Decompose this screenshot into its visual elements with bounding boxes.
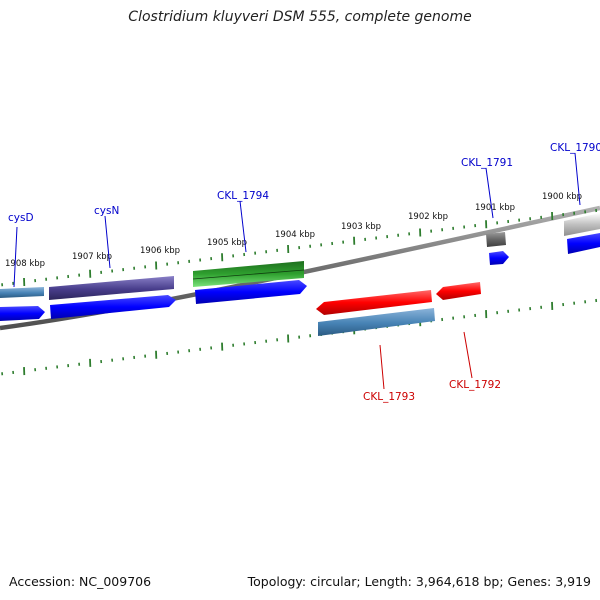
- label-CKL_1790: CKL_1790: [550, 142, 600, 154]
- label-leaders: [13, 152, 581, 390]
- map-title: Clostridium kluyveri DSM 555, complete g…: [128, 9, 472, 25]
- gene-cysN[interactable]: [49, 276, 174, 300]
- label-cysD: cysD: [8, 212, 34, 224]
- ruler-label-1904: 1904 kbp: [275, 230, 315, 240]
- label-CKL_1792: CKL_1792: [449, 379, 501, 391]
- ruler-label-1905: 1905 kbp: [207, 238, 247, 248]
- gene-labels: cysD cysN CKL_1794 CKL_1791 CKL_1790 CKL…: [8, 142, 600, 403]
- ruler-label-1900: 1900 kbp: [542, 192, 582, 202]
- accession-label: Accession: NC_009706: [9, 574, 152, 589]
- label-CKL_1793: CKL_1793: [363, 391, 415, 403]
- ruler-labels: 1908 kbp 1907 kbp 1906 kbp 1905 kbp 1904…: [5, 192, 582, 269]
- ruler-outer: [1, 208, 598, 287]
- gene-CKL_1793[interactable]: [316, 290, 435, 336]
- cds-CKL_1791[interactable]: [489, 251, 509, 265]
- gene-CKL_1792[interactable]: [436, 282, 481, 300]
- label-cysN: cysN: [94, 205, 119, 217]
- genome-summary: Topology: circular; Length: 3,964,618 bp…: [247, 574, 591, 589]
- gene-cysD[interactable]: [0, 287, 44, 298]
- gene-CKL_1794[interactable]: [192, 261, 305, 287]
- cds-CKL_1794[interactable]: [195, 280, 307, 304]
- ruler-label-1907: 1907 kbp: [72, 252, 112, 262]
- ruler-label-1902: 1902 kbp: [408, 212, 448, 222]
- ruler-label-1908: 1908 kbp: [5, 259, 45, 269]
- ruler-label-1906: 1906 kbp: [140, 246, 180, 256]
- cds-CKL_1790[interactable]: [567, 233, 600, 254]
- cds-cysD[interactable]: [0, 306, 45, 321]
- gene-CKL_1790[interactable]: [564, 213, 600, 236]
- cds-cysN[interactable]: [50, 295, 176, 319]
- gene-CKL_1791[interactable]: [486, 232, 506, 247]
- ruler-label-1903: 1903 kbp: [341, 222, 381, 232]
- ruler-label-1901: 1901 kbp: [475, 203, 515, 213]
- label-CKL_1794: CKL_1794: [217, 190, 269, 202]
- label-CKL_1791: CKL_1791: [461, 157, 513, 169]
